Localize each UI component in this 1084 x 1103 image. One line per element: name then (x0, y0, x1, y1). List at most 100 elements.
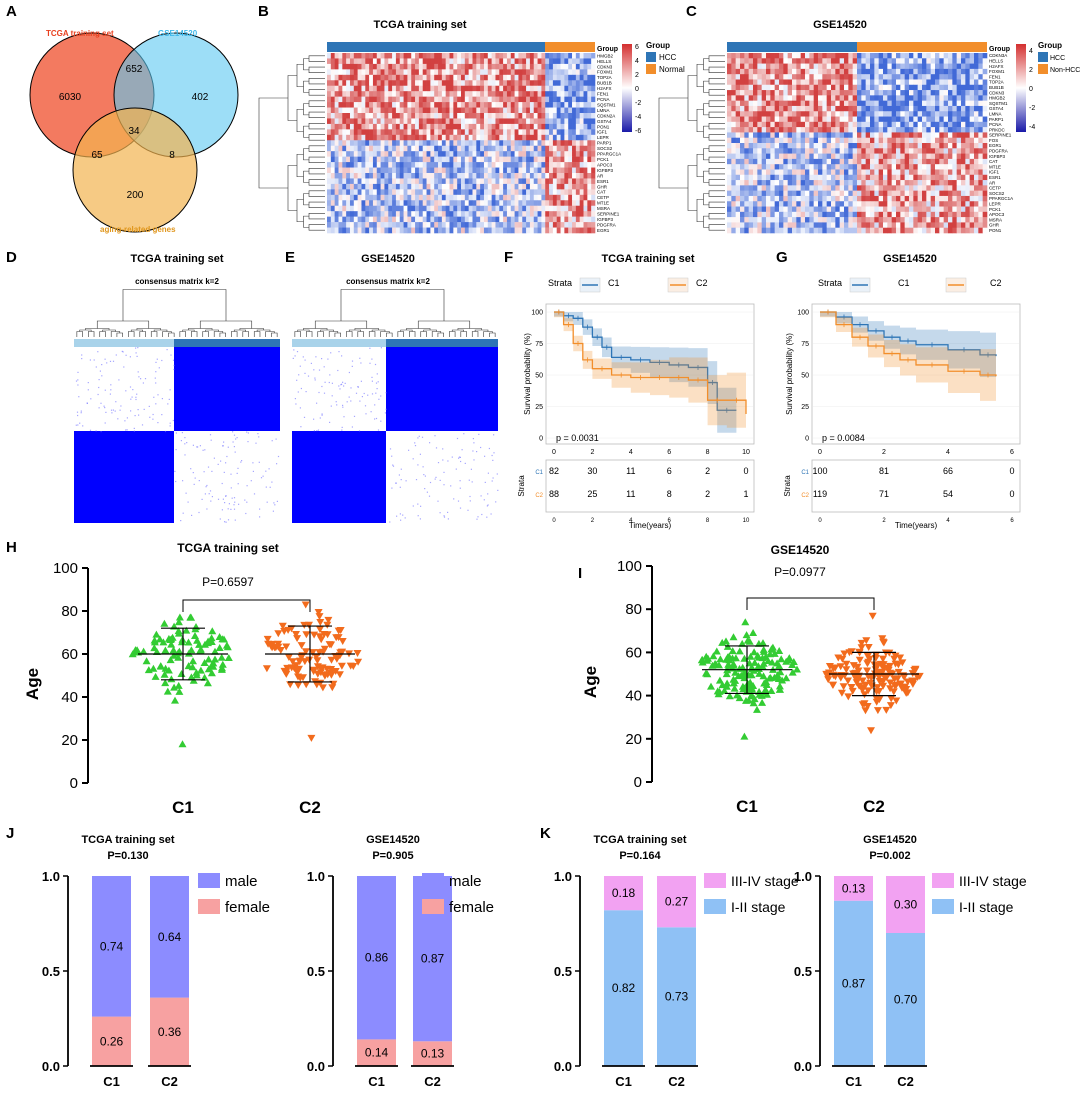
heatmap-cell (857, 201, 862, 207)
gene-label: AR (989, 180, 996, 185)
heatmap-cell (969, 190, 975, 197)
heatmap-cell (800, 164, 806, 170)
heatmap-cell (529, 91, 535, 97)
heatmap-cell (518, 211, 523, 217)
heatmap-cell (852, 164, 858, 170)
heatmap-cell (926, 79, 931, 86)
consensus-noise-cell (169, 422, 171, 424)
heatmap-cell (587, 80, 592, 87)
heatmap-cell (831, 53, 836, 59)
heatmap-cell (353, 69, 358, 76)
heatmap-cell (865, 137, 871, 144)
heatmap-cell (956, 105, 962, 112)
heatmap-cell (418, 129, 424, 136)
heatmap-cell (541, 102, 546, 108)
heatmap-cell (753, 211, 758, 218)
heatmap-b-dendrogram (258, 55, 325, 231)
heatmap-cell (800, 174, 806, 181)
heatmap-cell (896, 100, 901, 107)
heatmap-cell (909, 211, 914, 218)
heatmap-cell (865, 169, 871, 176)
heatmap-cell (533, 227, 538, 234)
heatmap-cell (943, 58, 949, 64)
heatmap-cell (376, 102, 381, 108)
heatmap-cell (549, 140, 554, 147)
heatmap-cell (514, 134, 519, 141)
heatmap-cell (327, 145, 332, 152)
consensus-noise-cell (193, 483, 195, 485)
heatmap-cell (572, 227, 577, 234)
consensus-noise-cell (336, 404, 338, 406)
consensus-noise-cell (374, 363, 377, 366)
heatmap-cell (926, 90, 931, 96)
consensus-noise-cell (351, 360, 354, 362)
heatmap-cell (426, 211, 431, 217)
heatmap-cell (457, 167, 462, 174)
consensus-noise-cell (418, 435, 420, 437)
consensus-noise-cell (152, 413, 154, 416)
heatmap-cell (943, 121, 949, 128)
heatmap-cell (461, 58, 466, 65)
heatmap-cell (783, 63, 788, 70)
heatmap-cell (403, 200, 408, 207)
consensus-noise-cell (329, 421, 331, 423)
heatmap-cell (457, 183, 462, 190)
heatmap-cell (792, 185, 797, 191)
heatmap-cell (342, 96, 347, 103)
heatmap-cell (826, 185, 832, 191)
heatmap-cell (926, 180, 931, 186)
heatmap-cell (922, 127, 927, 133)
heatmap-cell (744, 63, 749, 70)
consensus-d-block-11 (74, 347, 174, 431)
consensus-noise-cell (321, 385, 323, 388)
heatmap-cell (913, 222, 918, 228)
heatmap-cell (529, 69, 535, 76)
heatmap-cell (353, 58, 358, 65)
heatmap-cell (809, 148, 814, 154)
heatmap-cell (365, 216, 370, 223)
consensus-noise-cell (161, 359, 163, 362)
heatmap-cell (564, 173, 569, 179)
heatmap-cell (541, 80, 546, 87)
heatmap-cell (770, 63, 775, 70)
heatmap-cell (472, 96, 477, 103)
dendrogram-branch (296, 63, 304, 88)
heatmap-cell (445, 178, 450, 185)
heatmap-cell (365, 227, 370, 234)
heatmap-cell (587, 63, 592, 70)
heatmap-cell (403, 118, 408, 125)
heatmap-cell (430, 80, 435, 87)
heatmap-cell (591, 63, 596, 70)
heatmap-cell (392, 129, 397, 136)
heatmap-cell (857, 95, 862, 101)
heatmap-cell (518, 194, 523, 201)
heatmap-cell (537, 205, 542, 212)
heatmap-cell (411, 102, 416, 108)
heatmap-cell (891, 180, 897, 186)
heatmap-cell (779, 211, 784, 218)
heatmap-cell (533, 178, 538, 185)
heatmap-cell (939, 53, 944, 59)
heatmap-cell (506, 173, 512, 179)
heatmap-cell (761, 132, 767, 138)
consensus-noise-cell (161, 398, 163, 400)
heatmap-cell (529, 113, 535, 119)
heatmap-cell (533, 156, 538, 163)
heatmap-cell (353, 80, 358, 87)
heatmap-cell (848, 148, 853, 154)
heatmap-cell (731, 58, 736, 64)
heatmap-cell (476, 216, 481, 223)
heatmap-cell (805, 137, 810, 144)
consensus-noise-cell (135, 396, 137, 398)
heatmap-cell (748, 143, 754, 149)
heatmap-cell (800, 190, 806, 197)
heatmap-cell (956, 185, 962, 191)
heatmap-cell (411, 96, 416, 103)
heatmap-cell (883, 68, 888, 75)
heatmap-cell (568, 80, 573, 87)
heatmap-cell (744, 169, 749, 176)
heatmap-cell (526, 178, 531, 185)
heatmap-cell (560, 85, 565, 92)
heatmap-cell (744, 53, 749, 59)
heatmap-cell (744, 153, 749, 160)
